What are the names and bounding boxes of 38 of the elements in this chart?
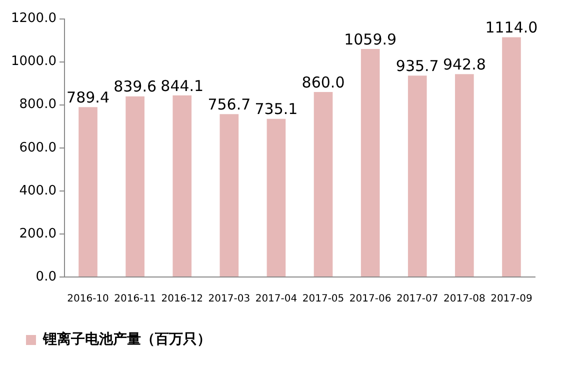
y-tick-label: 0.0 (36, 269, 56, 284)
y-tick-label: 1200.0 (10, 11, 56, 26)
y-tick-label: 800.0 (19, 97, 56, 112)
bar (314, 92, 333, 276)
data-label: 860.0 (302, 73, 345, 92)
x-tick-label: 2017-08 (444, 294, 486, 305)
y-tick-label: 1000.0 (10, 54, 56, 70)
bar (126, 96, 144, 276)
x-tick-label: 2017-06 (349, 294, 392, 305)
y-tick-label: 200.0 (19, 226, 56, 242)
data-label: 935.7 (396, 57, 439, 76)
bar (455, 74, 474, 276)
x-tick-label: 2016-10 (67, 294, 109, 305)
bar (502, 37, 521, 276)
data-label: 839.6 (114, 78, 157, 96)
bar (172, 95, 192, 276)
bar (360, 48, 380, 276)
bar (78, 107, 98, 276)
bar (266, 118, 286, 276)
bar (408, 76, 427, 276)
x-tick-label: 2016-11 (114, 294, 156, 305)
x-tick-label: 2016-12 (161, 294, 204, 305)
x-tick-label: 2017-09 (490, 294, 532, 305)
data-label: 735.1 (254, 100, 298, 118)
legend-label: 锂离子电池产量（百万只） (42, 330, 211, 348)
x-tick-label: 2017-07 (396, 294, 438, 305)
data-label: 942.8 (442, 56, 486, 74)
data-label: 1114.0 (485, 18, 538, 37)
data-label: 789.4 (66, 88, 110, 107)
x-tick-label: 2017-03 (208, 294, 250, 305)
data-label: 1059.9 (344, 30, 397, 48)
data-label: 756.7 (208, 96, 251, 114)
y-tick-label: 400.0 (19, 183, 56, 198)
bar (220, 114, 239, 276)
x-tick-label: 2017-04 (255, 294, 298, 305)
x-tick-label: 2017-05 (302, 294, 344, 305)
data-label: 844.1 (160, 76, 204, 95)
y-tick-label: 600.0 (19, 140, 56, 156)
